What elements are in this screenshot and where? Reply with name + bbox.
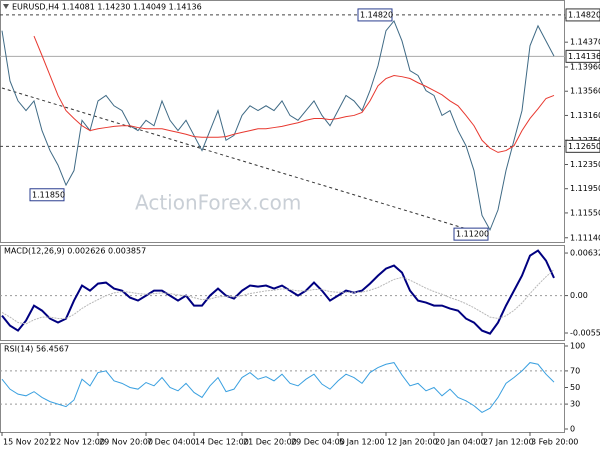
x-tick-label: 20 Jan 04:00 — [435, 438, 486, 447]
level-box — [565, 49, 600, 63]
trend-line — [1, 87, 481, 234]
annotation-box — [29, 188, 65, 202]
watermark: ActionForex.com — [135, 191, 301, 215]
y-tick-label: 1.11550 — [570, 208, 600, 217]
y-tick-label: 1.11950 — [570, 184, 600, 193]
series-line — [1, 362, 555, 413]
y-tick-label: 30 — [570, 400, 580, 409]
level-label: 1.14820 — [568, 10, 600, 19]
series-line — [33, 35, 555, 153]
y-tick-label: 1.13960 — [570, 63, 600, 72]
annotation-box — [357, 8, 393, 22]
x-tick-label: 15 Nov 2021 — [3, 438, 54, 447]
x-tick-label: 29 Dec 04:00 — [291, 438, 345, 447]
x-tick-label: 22 Nov 12:00 — [51, 438, 105, 447]
y-tick-label: 50 — [570, 383, 580, 392]
y-tick-label: 0.00 — [570, 291, 588, 300]
series-line — [1, 269, 555, 325]
macd-title: MACD(12,26,9) 0.002626 0.003857 — [4, 247, 146, 256]
header-icon — [3, 4, 9, 9]
x-tick-label: 27 Jan 12:00 — [483, 438, 534, 447]
y-tick-label: 1.11140 — [570, 233, 600, 242]
y-tick-label: 1.13560 — [570, 87, 600, 96]
y-tick-label: 1.14370 — [570, 38, 600, 47]
main-panel — [0, 0, 565, 243]
y-tick-label: 70 — [570, 366, 580, 375]
y-tick-label: 1.12350 — [570, 160, 600, 169]
x-tick-label: 14 Dec 12:00 — [195, 438, 249, 447]
y-tick-label: 1.13160 — [570, 111, 600, 120]
x-tick-label: 21 Dec 20:00 — [243, 438, 297, 447]
x-tick-label: 3 Feb 20:00 — [531, 438, 578, 447]
level-label: 1.14136 — [568, 52, 600, 61]
macd-panel — [0, 245, 565, 341]
x-tick-label: 5 Jan 12:00 — [339, 438, 385, 447]
rsi-panel — [0, 343, 565, 433]
y-tick-label: 0 — [570, 425, 575, 434]
annotation-label: 1.14820 — [360, 10, 393, 19]
x-tick-label: 7 Dec 04:00 — [147, 438, 196, 447]
y-tick-label: 0.006325 — [570, 249, 600, 258]
level-label: 1.12650 — [568, 142, 600, 151]
annotation-box — [453, 227, 489, 241]
series-line — [1, 249, 555, 335]
main-title: EURUSD,H4 1.14081 1.14230 1.14049 1.1413… — [12, 3, 202, 12]
annotation-label: 1.11850 — [32, 190, 65, 199]
series-line — [1, 20, 555, 232]
y-tick-label: -0.005559 — [570, 328, 600, 337]
level-box — [565, 139, 600, 153]
rsi-title: RSI(14) 56.4567 — [4, 345, 69, 354]
level-box — [565, 8, 600, 22]
x-tick-label: 29 Nov 20:00 — [99, 438, 153, 447]
y-tick-label: 100 — [570, 342, 585, 351]
x-tick-label: 12 Jan 20:00 — [387, 438, 438, 447]
annotation-label: 1.11200 — [456, 230, 489, 239]
